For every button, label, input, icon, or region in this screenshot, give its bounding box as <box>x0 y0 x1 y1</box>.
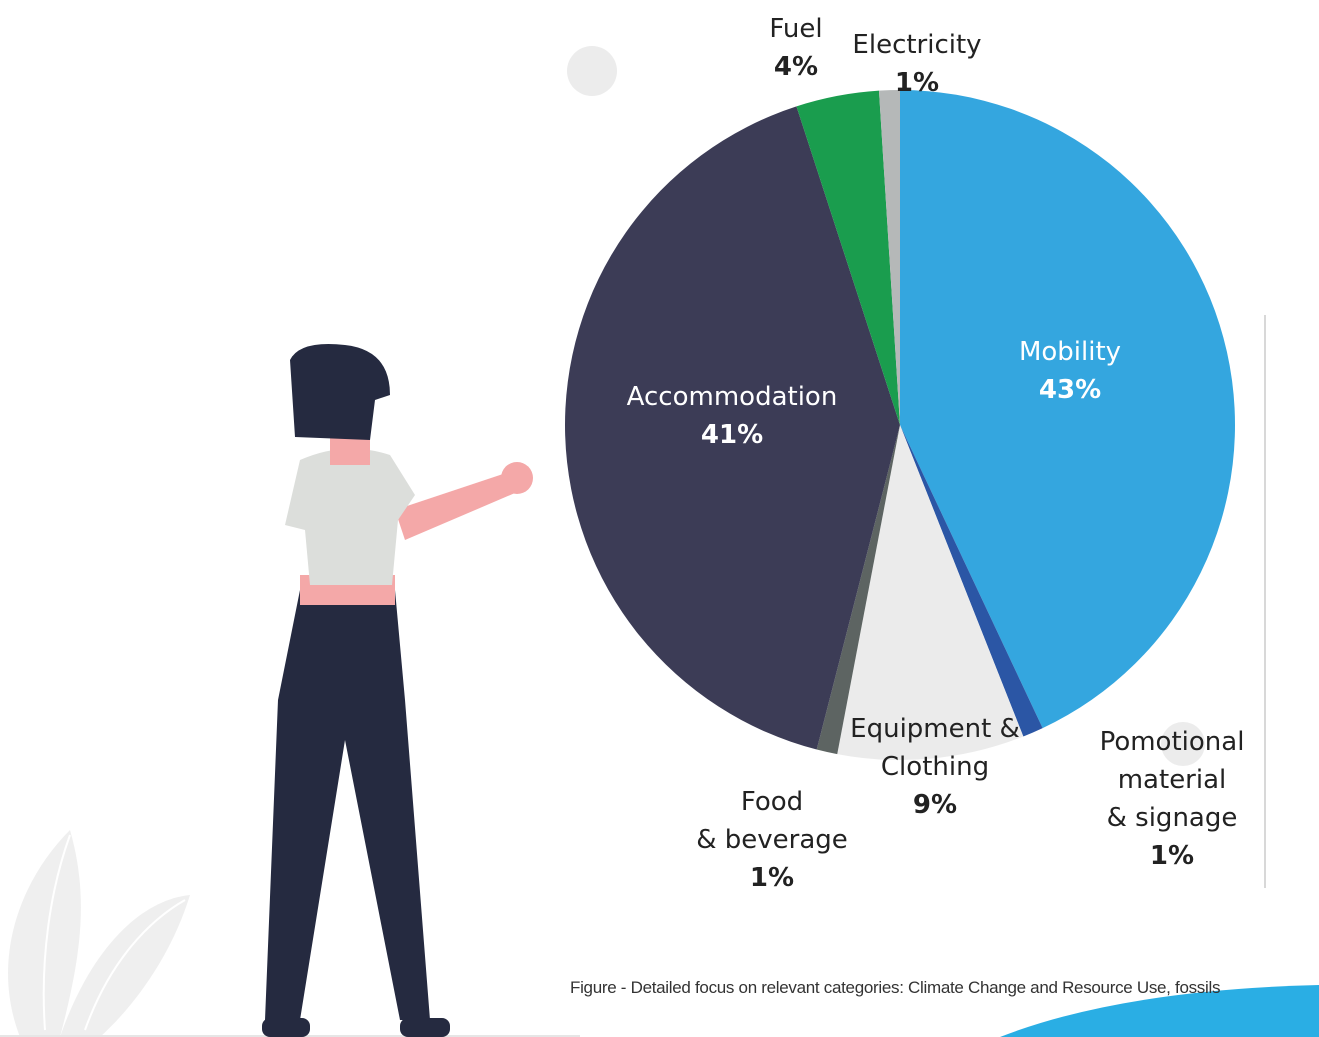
caption: Figure - Detailed focus on relevant cate… <box>570 978 1220 998</box>
page: Figure - Detailed focus on relevant cate… <box>0 0 1319 1037</box>
category-label: Mobility <box>1019 333 1121 371</box>
category-label: Food & beverage <box>696 783 848 859</box>
value-label: 1% <box>1099 837 1246 875</box>
value-label: 9% <box>850 786 1020 824</box>
value-label: 4% <box>769 48 822 86</box>
value-label: 1% <box>852 64 981 102</box>
value-label: 41% <box>627 416 838 454</box>
category-label: Pomotional material & signage <box>1099 723 1246 837</box>
value-label: 1% <box>696 859 848 897</box>
value-label: 43% <box>1019 371 1121 409</box>
chart <box>0 0 1319 1037</box>
category-label: Electricity <box>852 26 981 64</box>
person-illustration <box>262 344 533 1037</box>
category-label: Equipment & Clothing <box>850 710 1020 786</box>
category-label: Accommodation <box>627 378 838 416</box>
category-label: Fuel <box>769 10 822 48</box>
